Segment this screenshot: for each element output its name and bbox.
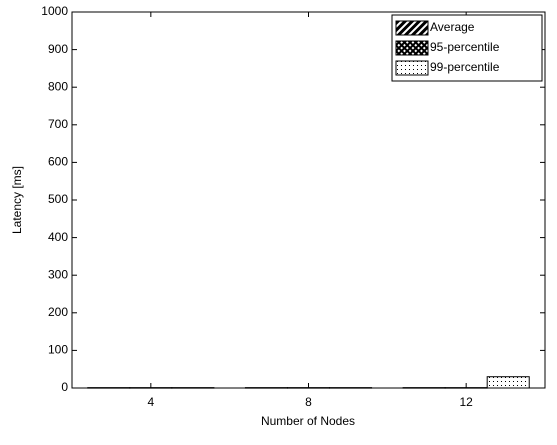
bar	[244, 387, 288, 389]
x-tick-label: 8	[305, 395, 312, 409]
y-tick-label: 0	[61, 380, 68, 394]
x-axis-label: Number of Nodes	[261, 414, 355, 428]
y-tick-label: 700	[48, 117, 68, 131]
y-tick-label: 900	[48, 42, 68, 56]
y-axis-label: Latency [ms]	[10, 166, 24, 234]
bar	[486, 376, 530, 389]
bar	[329, 387, 373, 389]
x-tick-label: 12	[459, 395, 473, 409]
y-tick-label: 600	[48, 155, 68, 169]
legend-swatch	[395, 60, 429, 76]
bar	[171, 387, 215, 389]
bar	[129, 387, 173, 389]
y-tick-label: 1000	[41, 4, 68, 18]
bar	[87, 387, 131, 389]
legend-label: 95-percentile	[430, 40, 500, 54]
y-tick-label: 300	[48, 267, 68, 281]
legend-label: Average	[430, 20, 475, 34]
y-tick-label: 500	[48, 192, 68, 206]
bar	[444, 387, 488, 389]
x-tick-label: 4	[147, 395, 154, 409]
bar	[402, 387, 446, 389]
y-tick-label: 100	[48, 343, 68, 357]
legend-swatch	[395, 40, 429, 56]
y-tick-label: 200	[48, 305, 68, 319]
y-tick-label: 800	[48, 79, 68, 93]
y-tick-label: 400	[48, 230, 68, 244]
legend-swatch	[395, 20, 429, 36]
bar	[286, 387, 331, 389]
legend-label: 99-percentile	[430, 60, 500, 74]
